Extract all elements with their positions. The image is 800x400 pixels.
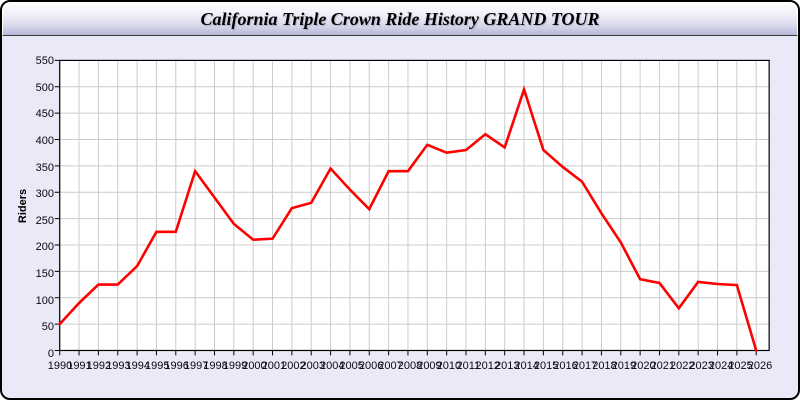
- x-tick-label: 2002: [281, 360, 306, 372]
- x-tick-label: 2025: [728, 360, 753, 372]
- x-tick-label: 2019: [611, 360, 637, 372]
- x-tick-label: 2023: [689, 360, 714, 372]
- x-tick-label: 2006: [358, 360, 384, 372]
- y-tick-label: 550: [35, 55, 54, 67]
- x-tick-label: 2003: [300, 360, 326, 372]
- x-tick-label: 1996: [164, 360, 189, 372]
- y-tick-label: 50: [41, 321, 54, 334]
- x-tick-label: 2010: [436, 360, 462, 372]
- x-tick-label: 1993: [106, 360, 131, 372]
- x-tick-label: 2020: [631, 360, 656, 372]
- x-tick-label: 2012: [475, 360, 501, 372]
- x-tick-label: 2008: [397, 360, 423, 372]
- y-tick-label: 150: [35, 268, 54, 281]
- page-title: California Triple Crown Ride History GRA…: [200, 8, 600, 29]
- x-tick-label: 1991: [67, 360, 92, 372]
- x-tick-label: 2018: [592, 360, 617, 372]
- plot-border: [59, 59, 770, 352]
- x-tick-label: 1997: [183, 360, 209, 372]
- y-tick-label: 500: [35, 81, 54, 94]
- x-tick-label: 2005: [339, 360, 364, 372]
- x-tick-label: 2001: [261, 360, 287, 372]
- x-tick-label: 1994: [125, 360, 151, 372]
- y-tick-label: 450: [35, 108, 54, 121]
- riders-line-series: [58, 85, 758, 352]
- y-tick-label: 350: [35, 161, 54, 174]
- x-tick-label: 1990: [47, 360, 73, 372]
- x-tick-label: 1998: [203, 360, 228, 372]
- x-tick-label: 2013: [494, 360, 520, 372]
- plot-area: [59, 60, 770, 351]
- x-tick-label: 2000: [242, 360, 267, 372]
- x-tick-label: 2004: [319, 360, 345, 372]
- x-tick-label: 2024: [708, 360, 734, 372]
- x-tick-label: 2026: [747, 360, 773, 372]
- titlebar: California Triple Crown Ride History GRA…: [2, 2, 798, 36]
- y-tick-label: 200: [35, 241, 54, 254]
- y-tick-label: 0: [47, 348, 54, 360]
- y-tick-label: 300: [35, 188, 54, 201]
- x-tick-label: 2011: [456, 360, 481, 372]
- x-tick-label: 2015: [533, 360, 559, 372]
- x-tick-label: 2017: [572, 360, 598, 372]
- x-tick-label: 2009: [417, 360, 442, 372]
- y-tick-label: 100: [35, 294, 54, 307]
- y-tick-label: 400: [35, 134, 54, 147]
- x-tick-label: 2021: [650, 360, 676, 372]
- y-axis-title: Riders: [17, 188, 30, 224]
- x-tick-label: 1999: [222, 360, 248, 372]
- x-tick-label: 1992: [86, 360, 112, 372]
- x-tick-label: 2016: [553, 360, 578, 372]
- x-tick-label: 2014: [514, 360, 539, 372]
- y-tick-label: 250: [35, 214, 54, 227]
- x-tick-label: 1995: [144, 360, 170, 372]
- x-tick-label: 2007: [378, 360, 403, 372]
- x-tick-label: 2022: [669, 360, 695, 372]
